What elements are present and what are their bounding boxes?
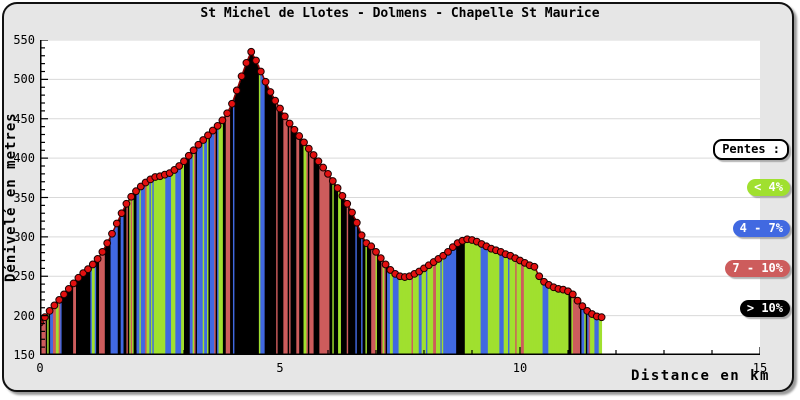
y-tick-550: 550 (13, 33, 35, 47)
y-tick-450: 450 (13, 111, 35, 126)
y-tick-250: 250 (13, 269, 35, 284)
y-tick-500: 500 (13, 72, 35, 87)
slope-bars (40, 53, 603, 355)
axes (40, 40, 760, 355)
y-tick-150: 150 (13, 348, 35, 362)
x-tick-10: 10 (512, 361, 528, 375)
y-tick-350: 350 (13, 190, 35, 205)
x-tick-0: 0 (36, 361, 44, 375)
legend-title: Pentes : (713, 139, 789, 160)
legend-pill-slope-4-7: 4 - 7% (732, 220, 790, 237)
plot-area (40, 40, 760, 355)
x-tick-5: 5 (276, 361, 284, 375)
chart-title: St Michel de Llotes - Dolmens - Chapelle… (200, 6, 600, 21)
legend-pill-slope-gt-10: > 10% (739, 300, 790, 317)
x-axis-label: Distance en km (630, 368, 770, 384)
x-tick-15: 15 (752, 361, 768, 375)
legend-pill-slope-lt-4: < 4% (747, 179, 790, 196)
legend-pill-slope-7-10: 7 - 10% (725, 260, 790, 277)
y-tick-300: 300 (13, 229, 35, 244)
y-tick-200: 200 (13, 308, 35, 323)
profile-markers (40, 47, 606, 327)
y-tick-400: 400 (13, 151, 35, 166)
